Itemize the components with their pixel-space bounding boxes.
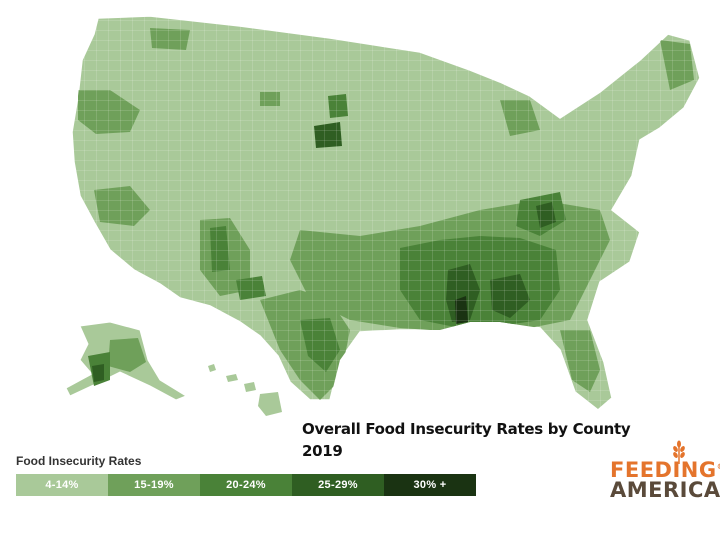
legend-title: Food Insecurity Rates	[16, 454, 142, 468]
logo-word-america: AMERICA	[610, 478, 720, 502]
map-title-line1: Overall Food Insecurity Rates by County	[302, 420, 631, 438]
legend-bin-label: 30% +	[413, 479, 447, 491]
legend-bin-label: 4-14%	[45, 479, 79, 491]
map-title: Overall Food Insecurity Rates by County …	[302, 418, 631, 462]
legend: 4-14% 15-19% 20-24% 25-29% 30% +	[16, 474, 476, 496]
map-title-year: 2019	[302, 442, 343, 460]
legend-bin-30-plus: 30% +	[384, 474, 476, 496]
legend-bin-label: 25-29%	[318, 479, 358, 491]
legend-bin-15-19: 15-19%	[108, 474, 200, 496]
us-county-map	[65, 15, 701, 416]
legend-bin-25-29: 25-29%	[292, 474, 384, 496]
legend-bin-20-24: 20-24%	[200, 474, 292, 496]
legend-bin-4-14: 4-14%	[16, 474, 108, 496]
legend-bin-label: 15-19%	[134, 479, 174, 491]
feeding-america-logo: FEEDING® AMERICA	[610, 440, 720, 502]
legend-bin-label: 20-24%	[226, 479, 266, 491]
wheat-icon	[673, 440, 685, 464]
alaska	[65, 321, 188, 401]
logo-word-feeding: FEEDING®	[610, 458, 720, 482]
hawaii	[208, 364, 282, 416]
